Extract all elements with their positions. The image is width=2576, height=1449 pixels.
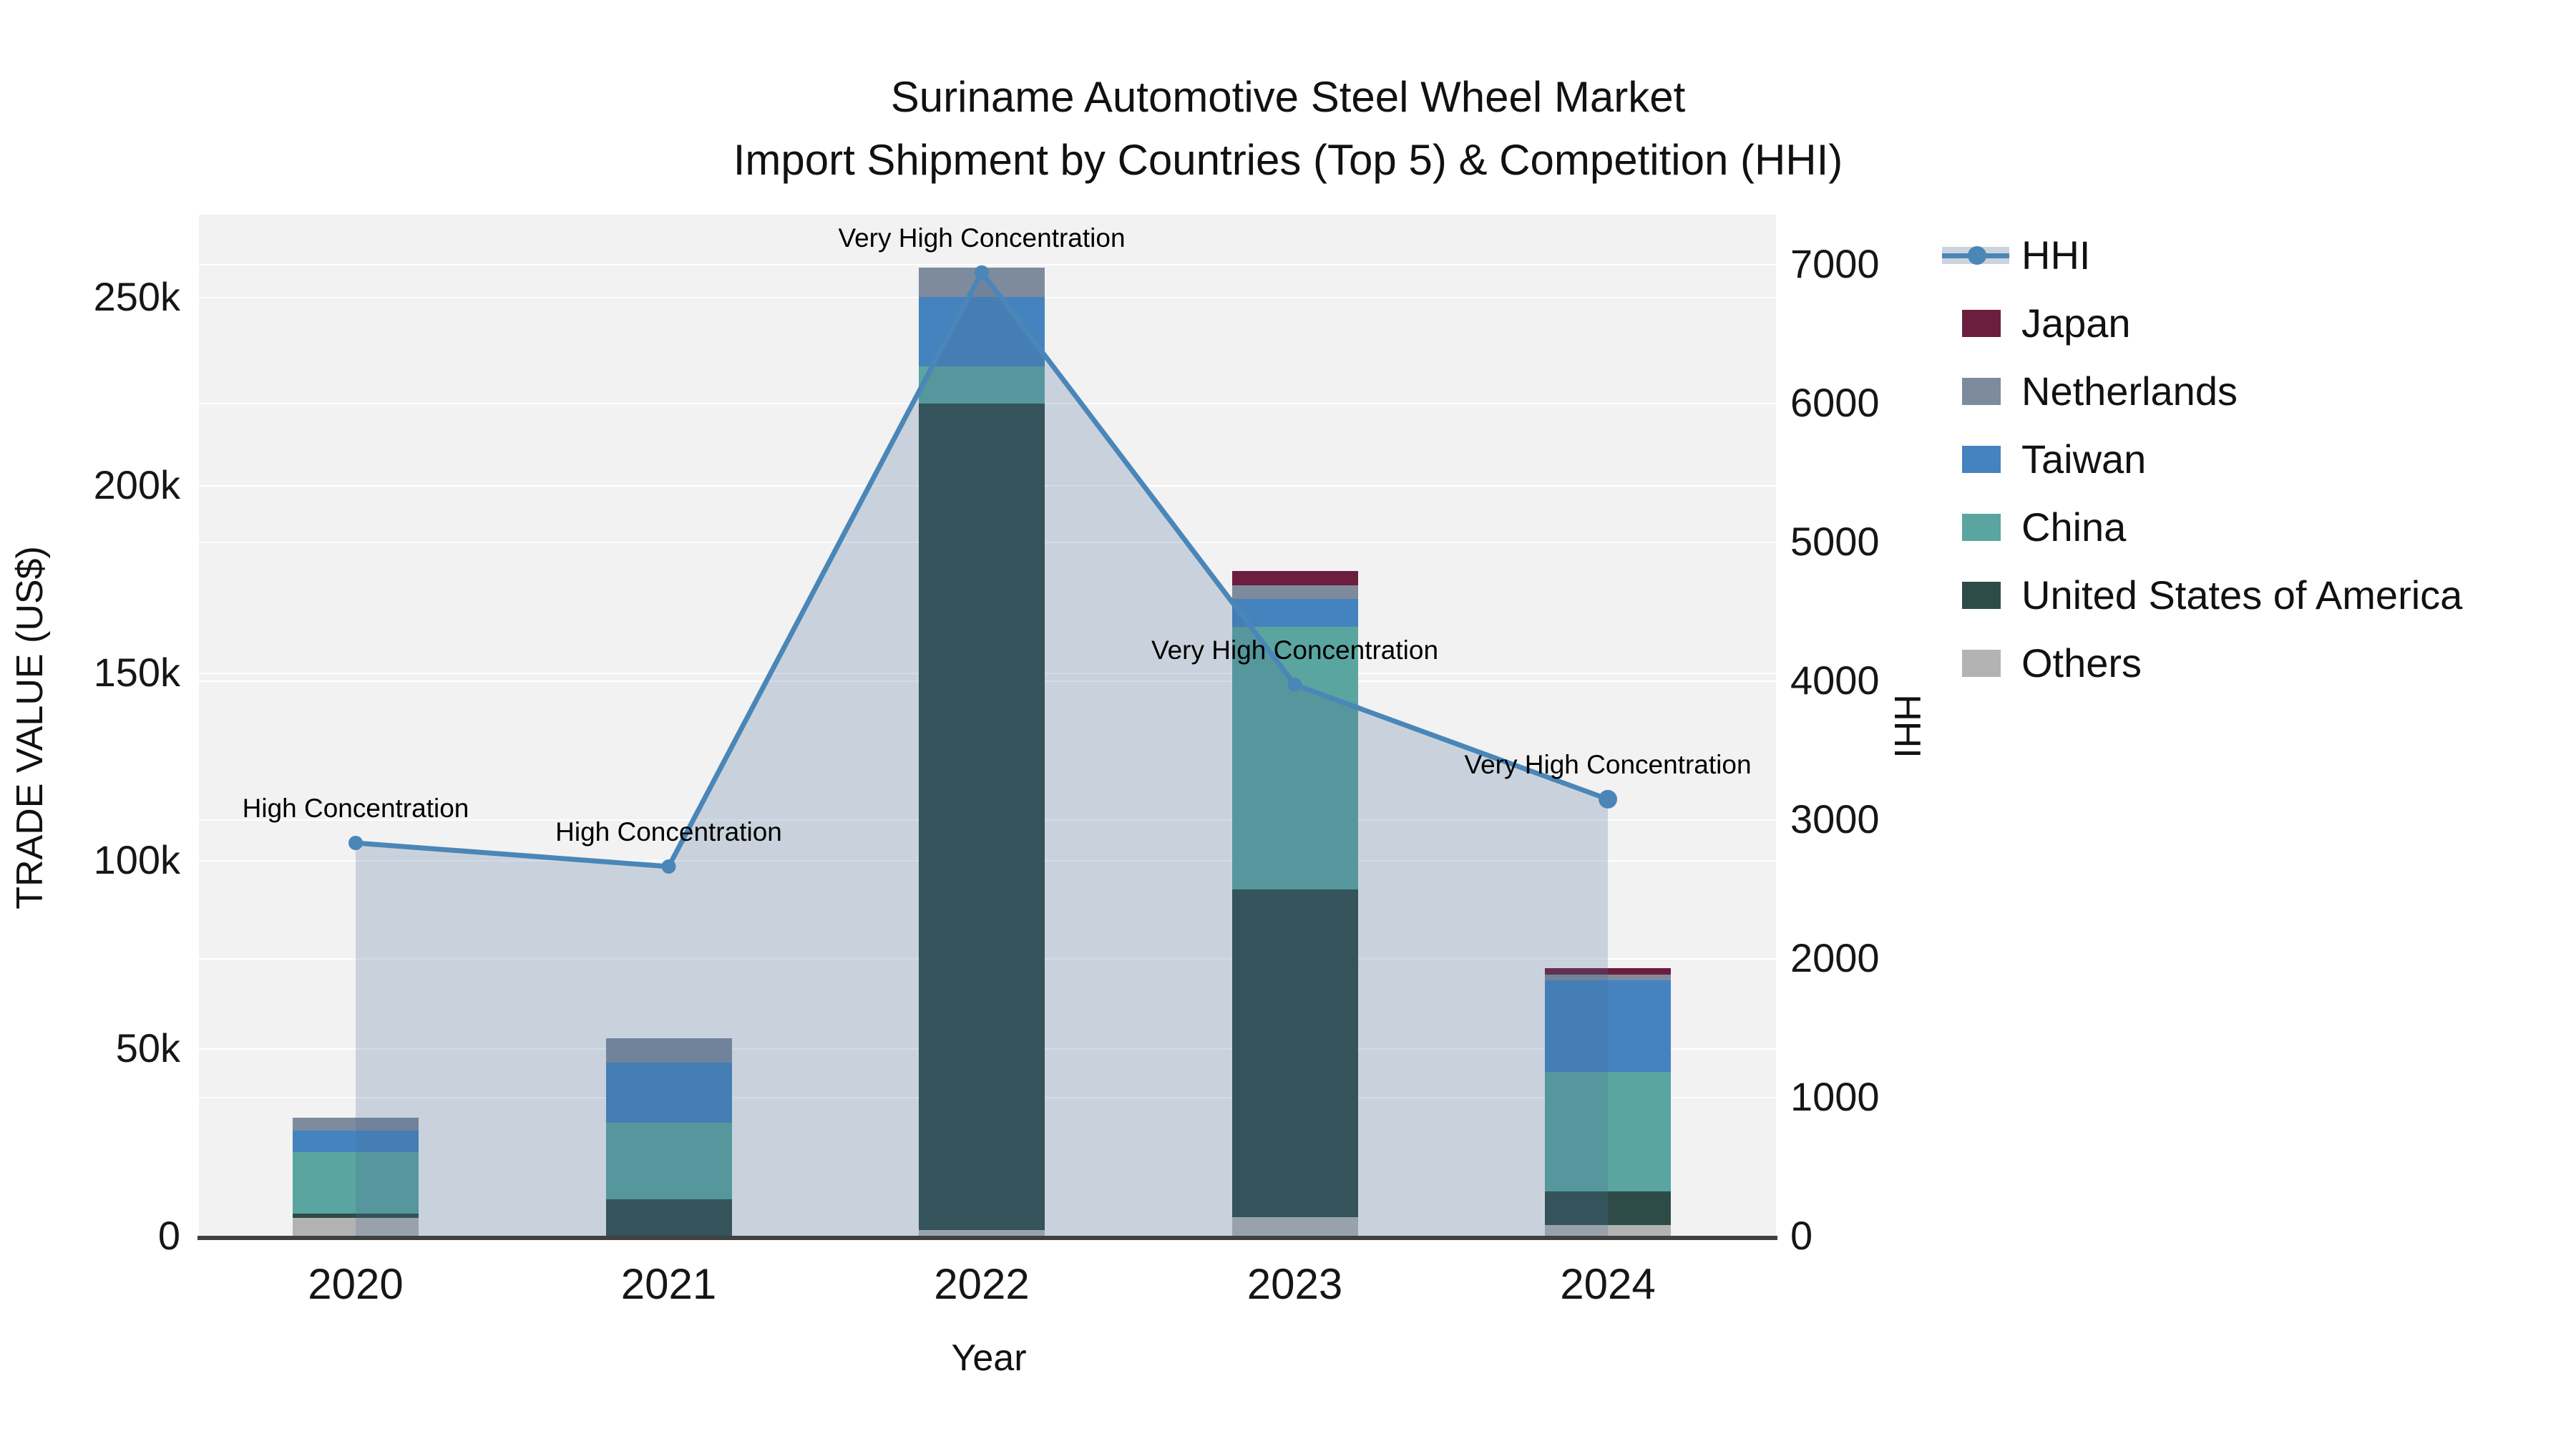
- x-tick-2021: 2021: [620, 1260, 717, 1308]
- right-tick-4000: 4000: [1790, 658, 1880, 703]
- legend-label: Netherlands: [2021, 369, 2238, 414]
- bar-segment-taiwan-2021: [605, 1063, 732, 1123]
- legend-label: HHI: [2021, 233, 2091, 278]
- bar-segment-china-2022: [919, 366, 1045, 404]
- left-axis-title: TRADE VALUE (US$): [9, 546, 51, 909]
- annotation-2024: Very High Concentration: [1464, 749, 1752, 779]
- bar-segment-netherlands-2024: [1545, 974, 1671, 980]
- right-tick-3000: 3000: [1790, 796, 1880, 842]
- left-tick-250k: 250k: [93, 274, 180, 320]
- hhi-marker-2022: [975, 265, 989, 280]
- legend-label: China: [2021, 504, 2127, 550]
- x-axis-line: [197, 1236, 1777, 1240]
- taiwan-legend-swatch: [1962, 446, 2001, 473]
- bar-segment-netherlands-2021: [605, 1038, 732, 1063]
- bar-segment-china-2024: [1545, 1071, 1671, 1191]
- left-tick-150k: 150k: [93, 650, 180, 696]
- left-tick-50k: 50k: [115, 1025, 180, 1070]
- bar-segment-china-2021: [605, 1123, 732, 1200]
- bar-segment-china-2023: [1231, 627, 1358, 889]
- china-legend-swatch: [1962, 514, 2001, 541]
- chart-title: Suriname Automotive Steel Wheel Market I…: [0, 66, 2576, 192]
- x-tick-2022: 2022: [934, 1260, 1030, 1308]
- right-tick-5000: 5000: [1790, 519, 1880, 565]
- hhi-line-layer: [348, 265, 1617, 1236]
- hhi-area-fill: [356, 272, 1608, 1236]
- annotation-2023: Very High Concentration: [1151, 635, 1439, 665]
- annotation-2022: Very High Concentration: [838, 223, 1126, 253]
- left-tick-0: 0: [157, 1213, 180, 1258]
- hhi-area-legend-swatch: [1942, 246, 2009, 265]
- bar-segment-taiwan-2024: [1545, 980, 1671, 1072]
- bar-segment-others-2023: [1231, 1216, 1358, 1236]
- right-tick-2000: 2000: [1790, 935, 1880, 981]
- x-tick-2024: 2024: [1560, 1260, 1656, 1308]
- hhi-marker-2024: [1599, 789, 1617, 809]
- bar-segment-others-2024: [1545, 1224, 1671, 1236]
- left-tick-200k: 200k: [93, 462, 180, 507]
- chart-title-line1: Suriname Automotive Steel Wheel Market: [890, 73, 1686, 121]
- japan-legend-swatch: [1962, 310, 2001, 337]
- hhi-marker-2020: [348, 836, 363, 851]
- united-states-of-america-legend-swatch: [1962, 582, 2001, 609]
- bar-segment-netherlands-2023: [1231, 585, 1358, 600]
- right-tick-7000: 7000: [1790, 241, 1880, 287]
- legend-label: Taiwan: [2021, 436, 2147, 482]
- annotation-2020: High Concentration: [242, 794, 469, 823]
- x-axis-title: Year: [951, 1337, 1027, 1379]
- legend-label: Japan: [2021, 301, 2131, 346]
- others-legend-swatch: [1962, 650, 2001, 677]
- hhi-marker-legend-icon: [1968, 246, 1986, 265]
- right-tick-1000: 1000: [1790, 1074, 1880, 1119]
- legend-label: United States of America: [2021, 572, 2463, 618]
- x-tick-2020: 2020: [308, 1260, 404, 1308]
- bar-segment-united-states-of-america-2022: [919, 403, 1045, 1231]
- bar-segment-taiwan-2023: [1231, 599, 1358, 628]
- gridline: [199, 264, 1776, 266]
- x-tick-2023: 2023: [1246, 1260, 1343, 1308]
- bar-segment-others-2022: [919, 1230, 1045, 1236]
- left-tick-100k: 100k: [93, 837, 180, 883]
- bar-segment-united-states-of-america-2024: [1545, 1191, 1671, 1225]
- right-tick-0: 0: [1790, 1213, 1813, 1258]
- chart-title-line2: Import Shipment by Countries (Top 5) & C…: [733, 136, 1843, 184]
- bar-segment-japan-2023: [1231, 571, 1358, 586]
- annotation-2021: High Concentration: [555, 816, 782, 847]
- bar-segment-united-states-of-america-2021: [605, 1199, 732, 1236]
- bar-segment-netherlands-2020: [293, 1118, 419, 1131]
- bar-segment-taiwan-2020: [293, 1131, 419, 1152]
- bar-segment-united-states-of-america-2023: [1231, 889, 1358, 1217]
- bar-segment-china-2020: [293, 1152, 419, 1214]
- right-tick-6000: 6000: [1790, 380, 1880, 426]
- bar-segment-united-states-of-america-2020: [293, 1214, 419, 1218]
- legend-label: Others: [2021, 640, 2142, 686]
- bar-segment-japan-2024: [1545, 967, 1671, 975]
- hhi-marker-2023: [1287, 677, 1302, 692]
- hhi-marker-2021: [661, 859, 676, 874]
- right-axis-title: HHI: [1886, 694, 1928, 758]
- netherlands-legend-swatch: [1962, 378, 2001, 405]
- bar-segment-others-2020: [293, 1217, 419, 1236]
